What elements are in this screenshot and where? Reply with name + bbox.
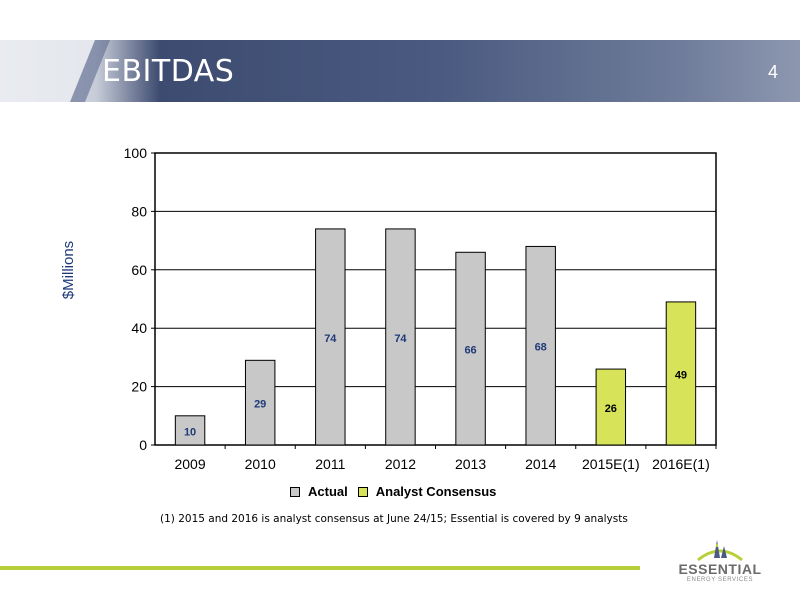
plot-area-border bbox=[154, 152, 717, 446]
footnote: (1) 2015 and 2016 is analyst consensus a… bbox=[160, 513, 628, 525]
bar bbox=[244, 359, 276, 446]
header-band bbox=[0, 40, 800, 102]
bar bbox=[315, 228, 346, 446]
y-tick-label: 0 bbox=[139, 437, 147, 453]
x-tick-label: 2011 bbox=[315, 456, 345, 472]
x-tick-label: 2013 bbox=[455, 456, 486, 472]
brand-subtitle: ENERGY SERVICES bbox=[686, 577, 754, 583]
ebitdas-bar-chart: 0 20 40 60 80 100 10 2009 29 2010 74 2011 74 2012 66 20… bbox=[124, 145, 717, 472]
x-tick-label: 2012 bbox=[385, 456, 416, 472]
slide-title: EBITDAS bbox=[102, 54, 235, 89]
data-label: 66 bbox=[464, 345, 476, 357]
y-tick-label: 20 bbox=[131, 379, 147, 395]
bar bbox=[455, 251, 486, 446]
data-label: 49 bbox=[675, 369, 687, 381]
bar bbox=[665, 301, 697, 446]
chart-legend: Actual Analyst Consensus bbox=[290, 484, 496, 499]
data-label: 10 bbox=[184, 426, 196, 438]
data-label: 68 bbox=[535, 342, 547, 354]
legend-swatch-consensus bbox=[357, 486, 368, 497]
data-label: 26 bbox=[605, 403, 617, 415]
bottom-accent-band bbox=[0, 566, 700, 600]
x-tick-label: 2010 bbox=[245, 456, 276, 472]
legend-label-consensus: Analyst Consensus bbox=[375, 484, 497, 499]
x-tick-label: 2009 bbox=[174, 456, 205, 472]
page-number: 4 bbox=[767, 62, 778, 82]
bar bbox=[174, 415, 206, 446]
data-label: 74 bbox=[394, 333, 407, 345]
bar bbox=[525, 245, 556, 446]
legend-label-actual: Actual bbox=[308, 484, 348, 499]
essential-logo-icon bbox=[697, 540, 743, 562]
bar bbox=[595, 368, 627, 446]
legend-swatch-actual bbox=[290, 486, 300, 497]
data-label: 74 bbox=[324, 333, 337, 345]
brand-name: ESSENTIAL bbox=[678, 561, 762, 577]
data-label: 29 bbox=[254, 399, 266, 411]
x-tick-label: 2015E(1) bbox=[582, 456, 640, 472]
x-tick-label: 2014 bbox=[525, 456, 556, 472]
y-tick-label: 40 bbox=[131, 320, 147, 336]
bar bbox=[385, 228, 416, 446]
y-tick-label: 80 bbox=[131, 203, 147, 219]
x-tick-label: 2016E(1) bbox=[652, 456, 710, 472]
y-tick-label: 100 bbox=[124, 145, 148, 161]
y-tick-label: 60 bbox=[131, 262, 147, 278]
